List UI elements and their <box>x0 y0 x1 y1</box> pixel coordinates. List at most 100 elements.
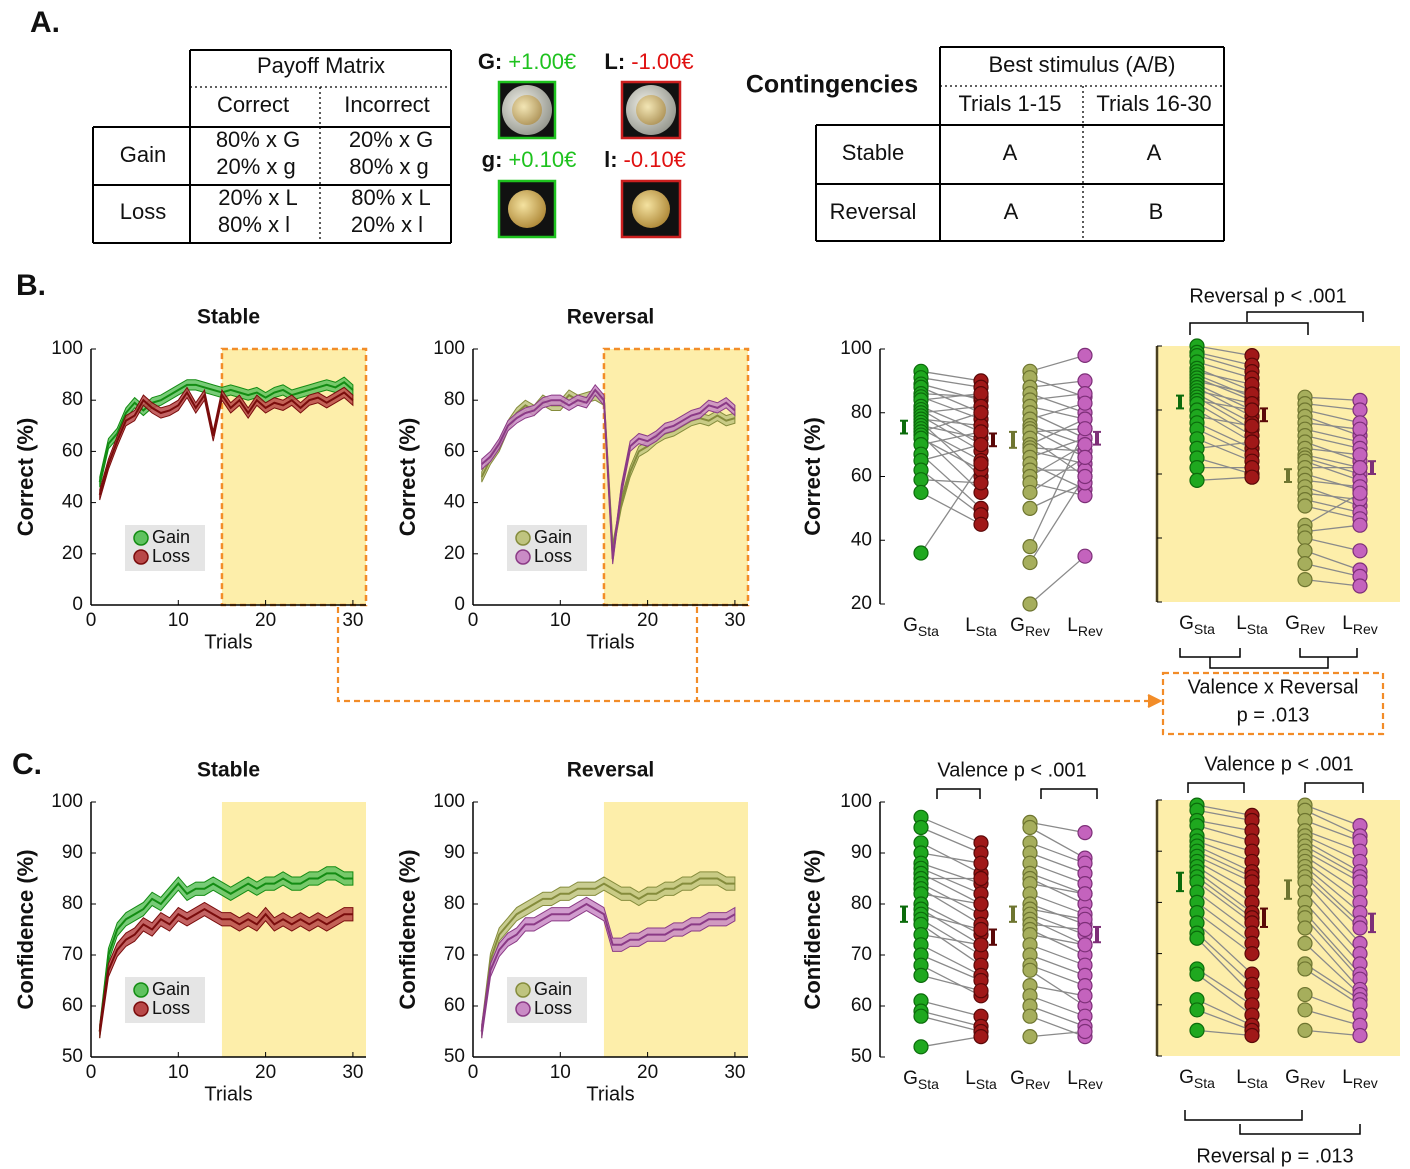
significance-bracket <box>1179 648 1241 658</box>
data-point <box>913 545 929 561</box>
mean-error-bar <box>900 905 908 923</box>
mean-error-bar <box>1176 871 1184 893</box>
cell: 80% x G <box>216 127 300 152</box>
pair-line <box>1304 830 1361 852</box>
data-point <box>913 472 929 488</box>
pair-line <box>1196 973 1253 1016</box>
pair-line <box>1196 351 1253 366</box>
pair-line <box>1029 482 1086 509</box>
table-header: Best stimulus (A/B) <box>988 52 1175 77</box>
significance-bracket <box>1209 657 1329 669</box>
data-point <box>973 437 989 453</box>
pair-line <box>1029 555 1086 605</box>
coin-value: +0.10€ <box>508 147 576 172</box>
highlight-region <box>602 347 750 607</box>
pair-line <box>1196 399 1253 411</box>
legend-marker <box>515 530 531 546</box>
pair-line <box>920 964 982 997</box>
category-subscript: Sta <box>1247 1075 1268 1091</box>
annotation: p = .013 <box>1237 704 1310 726</box>
data-point <box>1297 920 1313 936</box>
y-tick-label: 70 <box>851 944 872 965</box>
y-tick-label: 60 <box>62 440 83 461</box>
pair-line <box>1029 918 1086 946</box>
x-tick-label: GSta <box>1179 1067 1215 1091</box>
pair-line <box>1029 969 1086 1007</box>
pair-line <box>1304 505 1361 520</box>
pair-line <box>920 903 982 936</box>
pair-line <box>1304 447 1361 456</box>
data-point <box>973 475 989 491</box>
y-tick-label: 70 <box>444 944 465 965</box>
pair-line <box>1304 550 1361 571</box>
row-header: Reversal <box>830 199 917 224</box>
data-point <box>1077 824 1093 841</box>
mean-error-bar <box>900 419 908 435</box>
pair-line <box>1029 476 1086 563</box>
y-tick-label: 50 <box>62 1046 83 1067</box>
data-point <box>973 516 989 532</box>
category-subscript: Rev <box>1300 1075 1325 1091</box>
chart-title: Stable <box>197 759 260 782</box>
mean-error-bar <box>1093 430 1101 446</box>
data-point <box>1297 1022 1313 1039</box>
data-point <box>1077 449 1093 465</box>
x-tick-label: LRev <box>1067 615 1102 639</box>
pair-line <box>1196 354 1253 373</box>
y-tick-label: 70 <box>62 944 83 965</box>
data-point <box>973 896 989 912</box>
x-tick-label: 0 <box>468 1062 479 1083</box>
coin-value: +1.00€ <box>508 49 576 74</box>
x-tick-label: GSta <box>903 615 939 639</box>
row-header: Gain <box>120 142 166 167</box>
y-tick-label: 80 <box>851 402 872 423</box>
legend-label: Gain <box>152 979 190 999</box>
data-point <box>973 386 989 402</box>
legend-marker <box>515 549 531 565</box>
pair-line <box>920 405 982 433</box>
x-tick-label: LSta <box>1236 1067 1268 1091</box>
pair-line <box>1029 821 1086 834</box>
data-point <box>1352 402 1368 418</box>
cell: 20% x G <box>349 127 433 152</box>
data-point <box>1244 469 1260 485</box>
pair-line <box>920 377 982 388</box>
table-title: Payoff Matrix <box>257 53 385 78</box>
pair-line <box>1196 422 1253 449</box>
legend-label: Loss <box>152 998 190 1018</box>
cell: 80% x l <box>218 212 290 237</box>
x-tick-label: 10 <box>550 1062 571 1083</box>
y-tick-label: 20 <box>62 543 83 564</box>
legend-label: Gain <box>534 527 572 547</box>
chart-title: Reversal <box>567 306 655 329</box>
data-point <box>1189 460 1205 476</box>
pair-line <box>1029 893 1086 915</box>
data-point <box>1077 437 1093 453</box>
pair-line <box>1196 850 1253 878</box>
coin-value: -0.10€ <box>624 147 686 172</box>
data-point <box>913 967 929 984</box>
data-point <box>1244 434 1260 450</box>
pair-line <box>920 383 982 401</box>
pair-line <box>1029 872 1086 895</box>
line <box>480 877 735 1032</box>
pair-line <box>920 974 982 992</box>
coin-key: G: <box>478 49 502 74</box>
pair-line <box>1304 537 1361 552</box>
mean-error-bar <box>1260 407 1268 423</box>
legend-label: Loss <box>152 546 190 566</box>
data-point <box>1297 1002 1313 1018</box>
mean-error-bar <box>1260 907 1268 928</box>
data-point <box>973 983 989 999</box>
pair-line <box>1304 901 1361 965</box>
legend-label: Gain <box>534 979 572 999</box>
pair-line <box>920 431 982 446</box>
data-point <box>1297 571 1313 588</box>
error-band <box>481 871 736 1039</box>
pair-line <box>1196 871 1253 914</box>
coin-key: L: <box>604 49 625 74</box>
data-point <box>1077 886 1093 902</box>
y-tick-label: 60 <box>62 995 83 1016</box>
pair-line <box>1196 377 1253 402</box>
pair-line <box>1304 942 1361 996</box>
